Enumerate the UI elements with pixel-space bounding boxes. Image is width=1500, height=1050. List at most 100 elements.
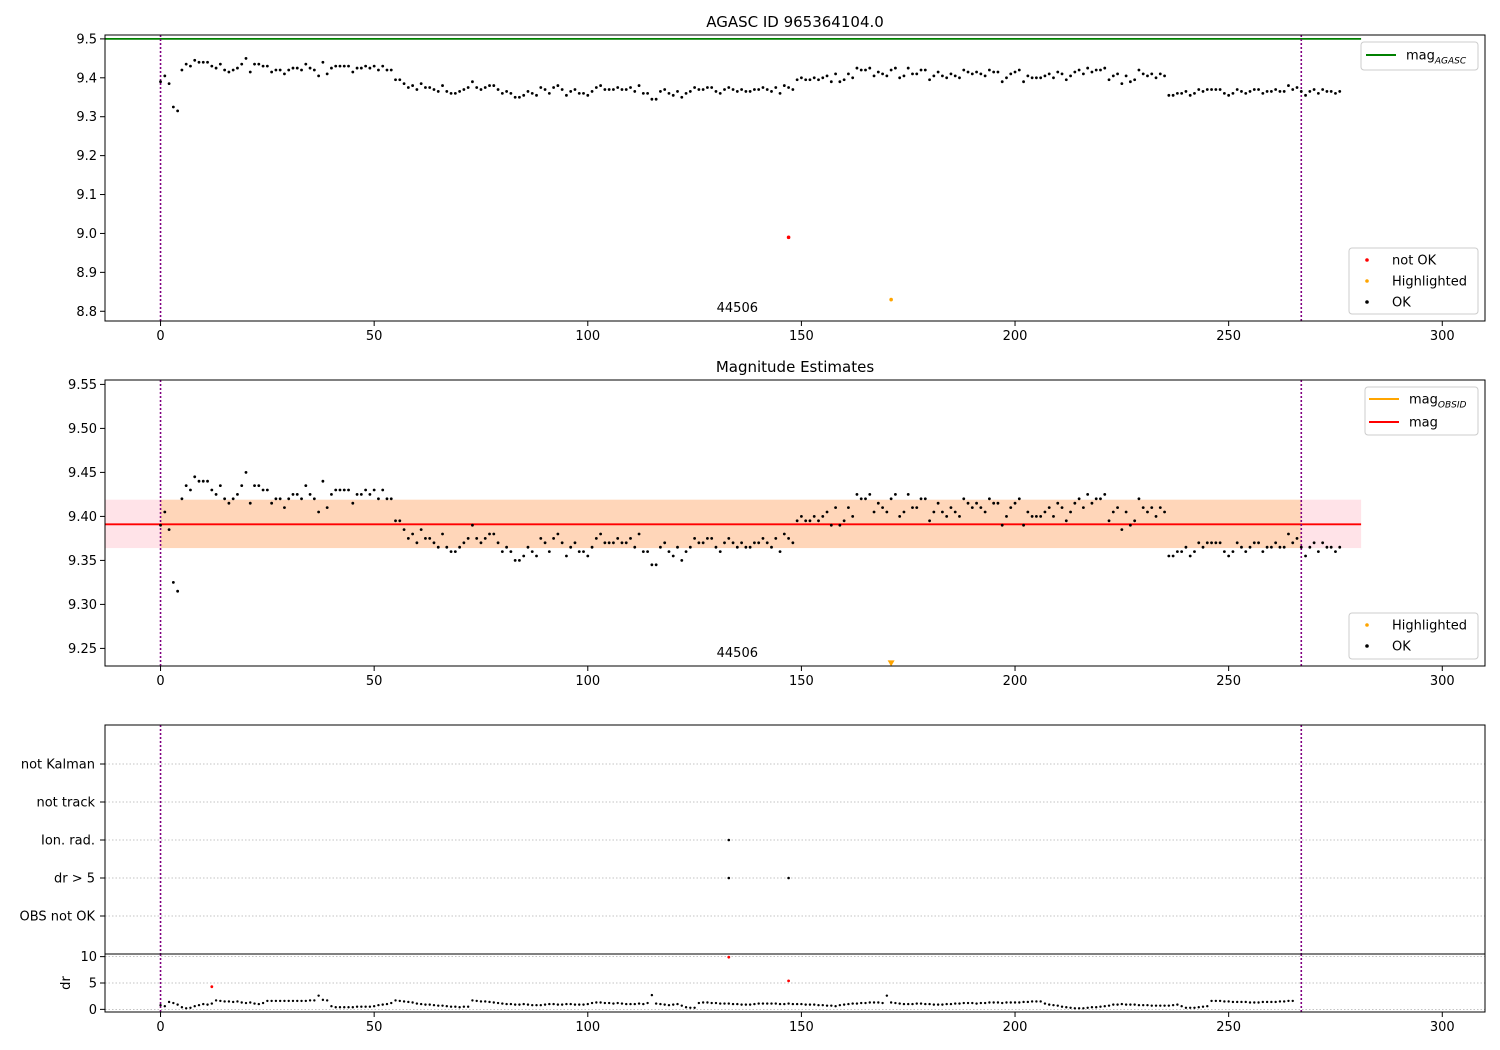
- dr-point: [432, 1003, 436, 1007]
- ok-point: [1329, 90, 1333, 93]
- ok-point: [1214, 541, 1218, 545]
- ok-point: [543, 88, 547, 91]
- ok-point: [1334, 91, 1337, 95]
- ok-point: [594, 86, 598, 89]
- ok-point: [488, 84, 491, 87]
- x-tick-label: 200: [1003, 329, 1028, 344]
- highlighted-point-marker: [887, 660, 895, 667]
- y-tick-label: 9.45: [68, 466, 97, 481]
- dr-point: [847, 1002, 850, 1006]
- dr-point: [872, 1001, 876, 1004]
- dr-point: [543, 1003, 547, 1006]
- ok-point: [693, 537, 696, 540]
- dr-point: [719, 1002, 722, 1005]
- ok-point: [586, 554, 590, 558]
- ok-point: [962, 497, 966, 501]
- ok-point: [475, 86, 479, 89]
- dr-point: [1197, 1006, 1200, 1009]
- ok-point: [505, 545, 509, 549]
- ok-point: [253, 484, 256, 487]
- ok-point: [684, 91, 688, 95]
- dr-point: [548, 1002, 551, 1006]
- ok-point: [684, 550, 688, 553]
- ok-point: [1274, 541, 1278, 545]
- ok-point: [1056, 70, 1060, 74]
- dr-point: [522, 1002, 525, 1006]
- ok-point: [975, 501, 978, 505]
- dr-point: [355, 1005, 359, 1008]
- ok-point: [560, 88, 564, 91]
- dr-point: [244, 1001, 248, 1005]
- dr-point: [1257, 1001, 1260, 1004]
- ok-point: [1269, 90, 1273, 93]
- flag-category-label: OBS not OK: [20, 910, 96, 925]
- ok-point: [274, 497, 278, 501]
- dr-point: [1082, 1007, 1085, 1010]
- ok-point: [573, 88, 577, 91]
- y-tick-label: 10: [80, 950, 97, 965]
- ok-point: [915, 506, 919, 509]
- dr-point: [441, 1004, 444, 1007]
- ok-point: [1257, 541, 1260, 545]
- dr-point: [783, 1002, 786, 1006]
- ok-point: [723, 88, 726, 91]
- dr-point: [637, 1002, 641, 1005]
- dr-point: [860, 1001, 863, 1005]
- ok-point: [774, 86, 778, 89]
- ok-point: [838, 80, 842, 84]
- ok-point: [928, 78, 931, 82]
- dr-point: [249, 1001, 252, 1004]
- ok-point: [889, 497, 893, 501]
- dr-point: [949, 1002, 953, 1006]
- legend-entry-label: mag: [1409, 416, 1438, 431]
- dr-point: [1035, 1000, 1038, 1003]
- ok-point: [1047, 72, 1051, 76]
- ok-point: [552, 537, 556, 540]
- dr-axis-label: dr: [59, 976, 74, 990]
- ok-point: [987, 68, 991, 72]
- dr-point: [437, 1004, 440, 1007]
- ok-point: [509, 91, 513, 95]
- dr-point: [159, 1003, 162, 1007]
- ok-point: [872, 510, 876, 514]
- dr-point: [394, 999, 397, 1002]
- x-tick-label: 300: [1430, 329, 1455, 344]
- dr-point: [612, 1002, 615, 1005]
- ok-point: [1043, 510, 1047, 514]
- ok-point: [1188, 93, 1192, 97]
- dr-point: [1248, 1001, 1252, 1004]
- ok-point: [214, 66, 218, 70]
- dr-point: [1009, 1001, 1012, 1004]
- dr-point: [723, 1002, 726, 1005]
- ok-point: [436, 90, 440, 93]
- flag-point: [787, 876, 790, 880]
- dr-point: [966, 1001, 970, 1005]
- ok-point: [1111, 510, 1115, 514]
- ok-point: [1240, 90, 1243, 93]
- y-tick-label: 9.40: [68, 510, 97, 525]
- ok-point: [906, 493, 910, 496]
- ok-point: [1304, 554, 1307, 558]
- dr-point: [586, 1002, 589, 1006]
- ok-point: [1338, 90, 1342, 93]
- ok-point: [176, 109, 180, 113]
- ok-point: [612, 88, 615, 91]
- dr-point: [266, 999, 269, 1003]
- dr-point: [1278, 1000, 1282, 1003]
- dr-point: [513, 1003, 517, 1006]
- x-tick-label: 250: [1216, 329, 1241, 344]
- dr-point: [582, 1003, 585, 1006]
- dr-point: [731, 1002, 735, 1006]
- ok-point: [449, 550, 453, 553]
- x-tick-label: 50: [366, 329, 383, 344]
- ok-point: [1081, 506, 1085, 509]
- ok-point: [1060, 72, 1064, 76]
- ok-point: [398, 78, 402, 82]
- dr-point: [1282, 1000, 1286, 1003]
- ok-point: [1077, 497, 1081, 501]
- dr-point: [1107, 1004, 1111, 1007]
- ok-point: [582, 91, 585, 95]
- ok-point: [1295, 86, 1299, 89]
- ok-point: [1052, 515, 1055, 518]
- y-tick-label: 9.1: [76, 188, 97, 203]
